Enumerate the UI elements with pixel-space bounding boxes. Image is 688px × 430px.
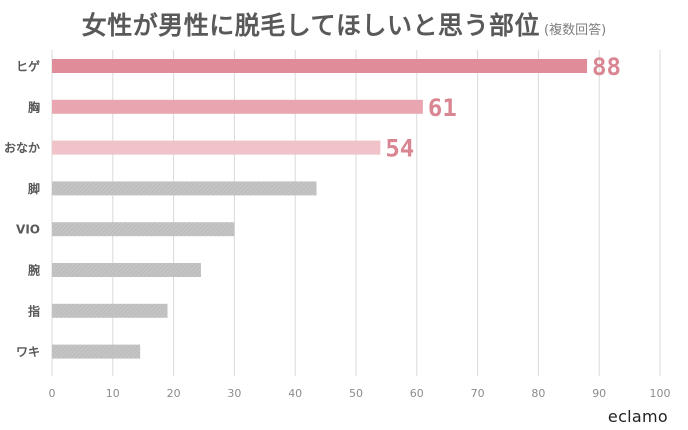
x-axis-ticks: 0 10 20 30 40 50 60 70 80 90 100 (49, 387, 671, 400)
x-tick-label: 100 (650, 387, 671, 400)
bar (52, 181, 317, 196)
brand-logo-text: eclamo (607, 407, 668, 426)
category-label: おなか (4, 141, 40, 155)
category-label: 指 (28, 303, 40, 318)
bar (52, 263, 201, 277)
bars (52, 59, 588, 359)
value-labels: 88 61 54 (385, 53, 621, 163)
x-tick-label: 20 (167, 387, 181, 400)
x-tick-label: 80 (531, 387, 545, 400)
bar (52, 222, 235, 237)
bar (52, 303, 168, 318)
x-tick-label: 70 (471, 387, 485, 400)
category-label: ワキ (16, 345, 40, 359)
category-label: VIO (16, 223, 40, 237)
x-tick-label: 10 (106, 387, 120, 400)
bar (52, 59, 588, 73)
bar (52, 99, 423, 114)
chart-title: 女性が男性に脱毛してほしいと思う部位 (81, 11, 541, 40)
grid-lines (51, 50, 661, 376)
data-label: 88 (592, 53, 621, 81)
x-tick-label: 90 (592, 387, 606, 400)
category-label: ヒゲ (16, 59, 40, 74)
data-label: 61 (428, 94, 457, 122)
data-label: 54 (385, 135, 414, 163)
category-label: 胸 (28, 99, 40, 114)
category-label: 脚 (28, 181, 40, 196)
bar (52, 140, 381, 155)
x-tick-label: 60 (410, 387, 424, 400)
x-tick-label: 50 (349, 387, 363, 400)
category-label: 腕 (27, 263, 40, 278)
bar (52, 344, 141, 359)
chart-subtitle: (複数回答) (544, 23, 607, 38)
x-tick-label: 0 (49, 387, 56, 400)
x-tick-label: 30 (227, 387, 241, 400)
chart-title-block: 女性が男性に脱毛してほしいと思う部位 (複数回答) (0, 6, 688, 42)
x-tick-label: 40 (288, 387, 302, 400)
